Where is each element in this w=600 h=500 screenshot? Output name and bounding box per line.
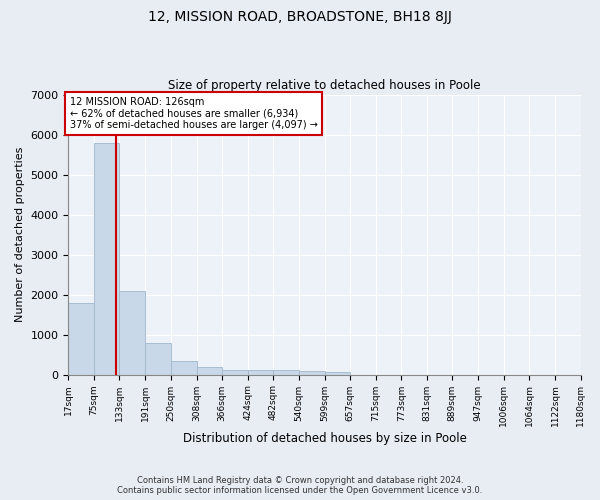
Bar xyxy=(248,370,273,374)
Bar xyxy=(273,370,299,374)
Y-axis label: Number of detached properties: Number of detached properties xyxy=(15,147,25,322)
Bar xyxy=(94,144,119,374)
Bar xyxy=(222,370,248,374)
Bar xyxy=(119,292,145,374)
Title: Size of property relative to detached houses in Poole: Size of property relative to detached ho… xyxy=(168,79,481,92)
Bar xyxy=(171,361,197,374)
Text: 12, MISSION ROAD, BROADSTONE, BH18 8JJ: 12, MISSION ROAD, BROADSTONE, BH18 8JJ xyxy=(148,10,452,24)
Bar xyxy=(299,372,325,374)
Bar xyxy=(325,372,350,374)
Bar xyxy=(145,342,171,374)
X-axis label: Distribution of detached houses by size in Poole: Distribution of detached houses by size … xyxy=(182,432,466,445)
Bar xyxy=(68,304,94,374)
Text: 12 MISSION ROAD: 126sqm
← 62% of detached houses are smaller (6,934)
37% of semi: 12 MISSION ROAD: 126sqm ← 62% of detache… xyxy=(70,96,317,130)
Text: Contains HM Land Registry data © Crown copyright and database right 2024.
Contai: Contains HM Land Registry data © Crown c… xyxy=(118,476,482,495)
Bar xyxy=(197,367,222,374)
